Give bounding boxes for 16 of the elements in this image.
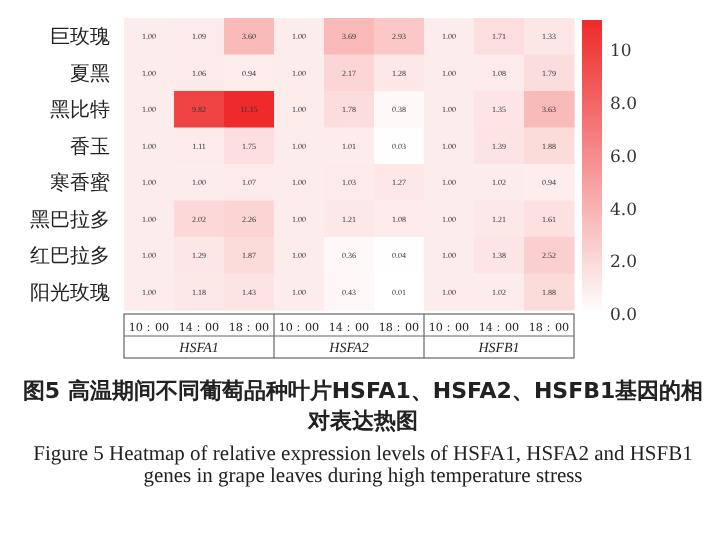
color-bar-label: 2.0	[610, 253, 638, 274]
y-tick-label: 夏黑	[70, 63, 110, 86]
color-bar-label: 10	[610, 42, 632, 63]
color-bar-label: 8.0	[610, 95, 638, 116]
y-tick-label: 阳光玫瑰	[30, 280, 110, 305]
y-tick-label: 香玉	[70, 134, 110, 159]
text: 图5 高温期间不同葡萄品种叶片HSFA1、HSFA2、HSFB1基因的相对表达热图	[20, 376, 706, 436]
y-tick-label: 黑巴拉多	[30, 207, 110, 232]
y-tick-label: 巨玫瑰	[50, 25, 110, 50]
text: Figure 5 Heatmap of relative expression levels of HSFA1, HSFA2 and HSFB1 genes in grape leaves during high temperature stress	[31, 444, 695, 488]
y-tick-label: 黑比特	[50, 98, 110, 123]
color-bar-label: 6.0	[610, 147, 638, 168]
y-tick-label: 红巴拉多	[30, 244, 110, 269]
color-bar-label: 4.0	[610, 200, 638, 221]
color-bar-label: 0.0	[610, 306, 638, 326]
y-tick-label: 寒香蜜	[50, 171, 110, 196]
